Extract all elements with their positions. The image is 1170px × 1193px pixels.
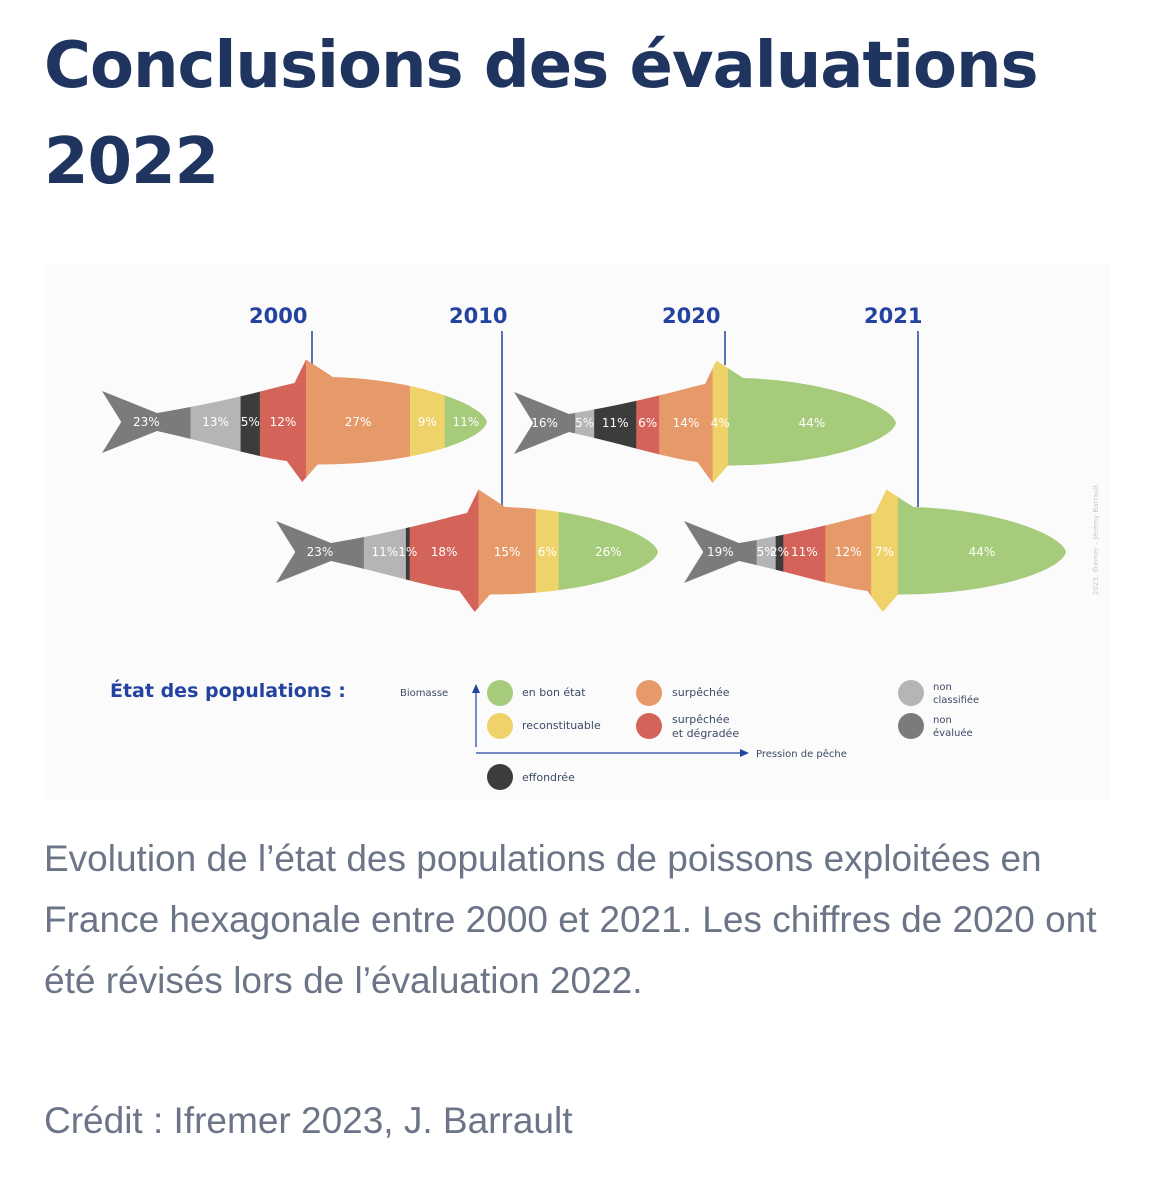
fish-2020-segment-label: 6% (638, 416, 657, 430)
figure-caption: Evolution de l’état des populations de p… (44, 838, 1097, 1001)
fish-2020-segment-label: 16% (531, 416, 558, 430)
legend-label-bon: en bon état (522, 686, 586, 699)
fish-2021-segment-label: 44% (969, 545, 996, 559)
infographic-canvas: 2000 2010 2020 2021 23% 13% 5% 12% 27% 9% 11%2… (102, 304, 1100, 790)
fish-2010-segment-label: 6% (538, 545, 557, 559)
legend-dot-noneval (898, 713, 924, 739)
fish-2000-segment-label: 12% (270, 415, 297, 429)
legend-dot-effond (487, 764, 513, 790)
legend-label-effond: effondrée (522, 771, 575, 784)
fish-2010-segment-label: 18% (431, 545, 458, 559)
legend-axis-pression: Pression de pêche (756, 748, 847, 760)
fish-2021-segment-label: 5% (757, 545, 776, 559)
year-label-2000: 2000 (249, 304, 307, 328)
legend-label-noneval-1: non (933, 715, 952, 726)
biomass-axis-arrow (472, 684, 480, 693)
fish-2010-segment-label: 26% (595, 545, 622, 559)
legend-title: État des populations : (110, 679, 346, 702)
fish-2020-segment-label: 44% (799, 416, 826, 430)
fish-2000-segment-label: 23% (133, 415, 160, 429)
fish-2010-segment-label: 23% (307, 545, 334, 559)
image-credit-vertical: 2023, Ifremer – Jérémy Barrault (1092, 484, 1100, 595)
fish-2000-segment-label: 13% (202, 415, 229, 429)
legend-dot-bon (487, 680, 513, 706)
year-label-2010: 2010 (449, 304, 507, 328)
page-title: Conclusions des évaluations 2022 (44, 29, 1039, 199)
fish-2021-segment-label: 2% (770, 545, 789, 559)
fish-2010-segment (535, 489, 560, 612)
fish-2010-segment (405, 489, 411, 612)
legend-dot-recon (487, 713, 513, 739)
fish-2020-segment-label: 4% (711, 416, 730, 430)
legend-label-noneval-2: évaluée (933, 727, 973, 739)
fish-2021-segment-label: 11% (791, 545, 818, 559)
legend-dot-noncl (898, 680, 924, 706)
legend-label-noncl-2: classifiée (933, 694, 979, 706)
fish-2021-segment (775, 489, 784, 612)
fish-2000-segment-label: 27% (345, 415, 372, 429)
fish-population-infographic: 2000 2010 2020 2021 23% 13% 5% 12% 27% 9% 11% 2… (44, 265, 1110, 800)
legend-dot-surp (636, 680, 662, 706)
fish-2010-segment (478, 489, 537, 612)
pressure-axis-arrow (740, 749, 749, 757)
fish-2000-segment-label: 11% (452, 415, 479, 429)
legend-label-surpdeg-2: et dégradée (672, 727, 739, 740)
year-label-2020: 2020 (662, 304, 720, 328)
fish-2010-segment-label: 1% (398, 545, 417, 559)
legend-label-noncl-1: non (933, 682, 952, 693)
legend: État des populations : Biomasse Pression… (110, 679, 979, 790)
fish-2000-segment-label: 9% (418, 415, 437, 429)
legend-label-recon: reconstituable (522, 719, 601, 732)
year-label-2021: 2021 (864, 304, 922, 328)
fish-2021-segment-label: 19% (707, 545, 734, 559)
legend-dot-surpdeg (636, 713, 662, 739)
figure-credit: Crédit : Ifremer 2023, J. Barrault (44, 1100, 573, 1141)
fish-2010-segment-label: 15% (494, 545, 521, 559)
fish-2020 (514, 360, 896, 483)
fish-2020-segment (712, 360, 729, 483)
fish-group: 23% 13% 5% 12% 27% 9% 11%23% 11% 1% 18% 15% 6% 26%16… (102, 359, 1066, 612)
fish-2021-segment-label: 7% (875, 545, 894, 559)
fish-2020-segment-label: 11% (602, 416, 629, 430)
fish-2020-segment-label: 14% (673, 416, 700, 430)
fish-2020-segment-label: 5% (575, 416, 594, 430)
fish-2000-segment-label: 5% (241, 415, 260, 429)
legend-axis-biomasse: Biomasse (400, 688, 448, 699)
fish-2010-segment-label: 11% (372, 545, 399, 559)
legend-label-surpdeg-1: surpêchée (672, 713, 730, 726)
legend-label-surp: surpêchée (672, 686, 730, 699)
fish-2021-segment-label: 12% (835, 545, 862, 559)
